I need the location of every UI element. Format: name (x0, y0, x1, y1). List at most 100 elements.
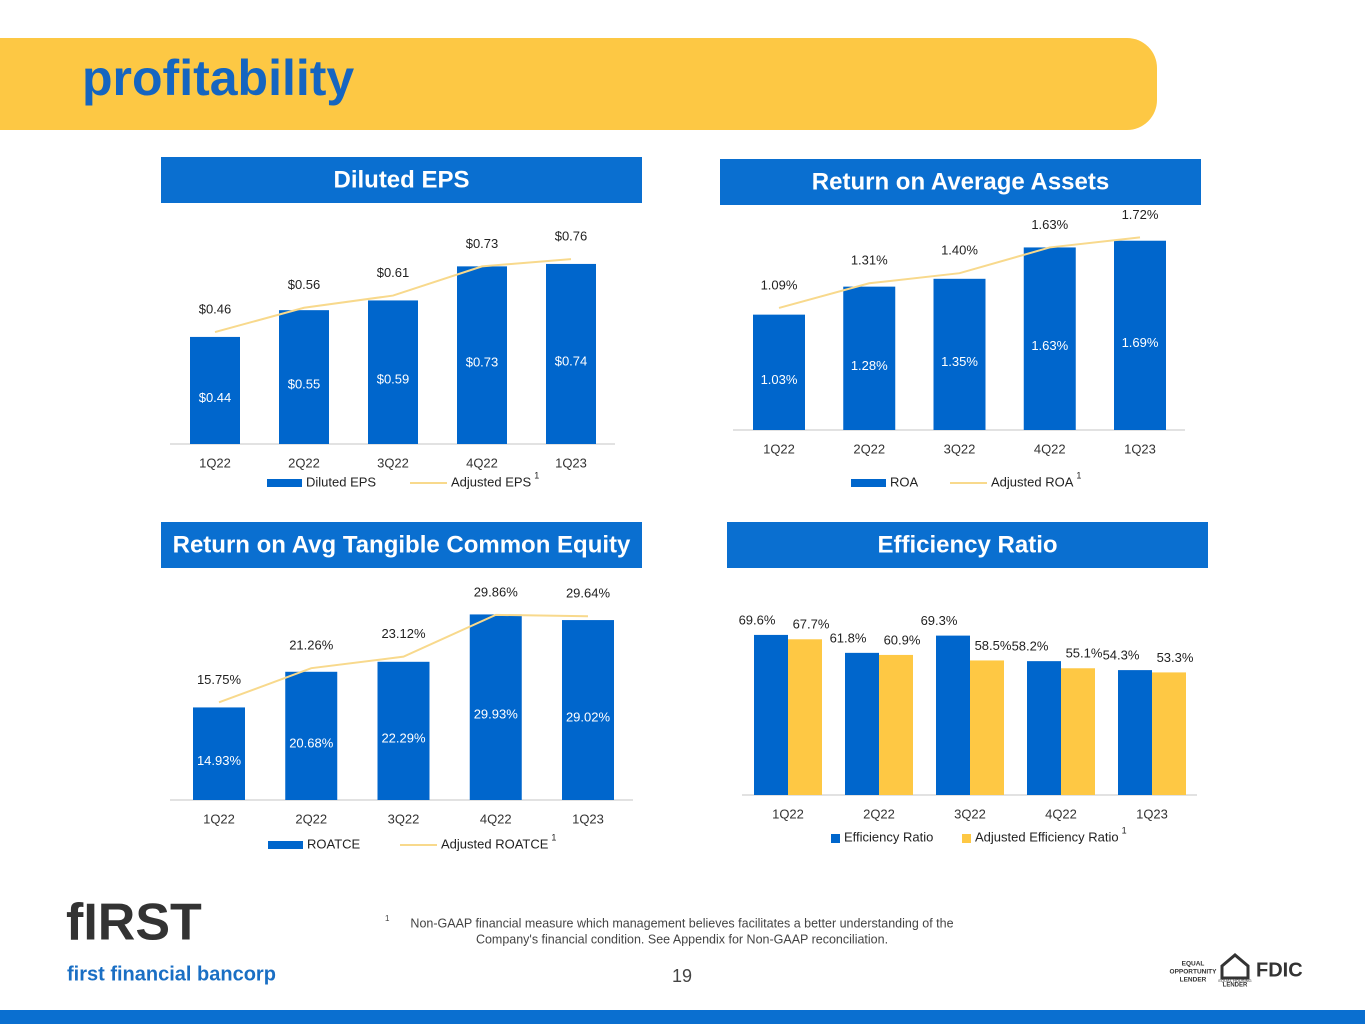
data-label: 67.7% (793, 617, 830, 632)
bar (936, 635, 970, 795)
data-label: 21.26% (289, 638, 334, 653)
x-tick-label: 1Q23 (572, 811, 604, 826)
data-label: 55.1% (1066, 646, 1103, 661)
data-label: 1.35% (941, 354, 978, 369)
bar (368, 300, 418, 444)
legend-swatch (267, 479, 302, 487)
legend-label: Diluted EPS (306, 474, 376, 489)
x-tick-label: 4Q22 (1045, 806, 1077, 821)
data-label: 29.64% (566, 586, 611, 601)
housing-icon (1220, 953, 1250, 980)
data-label: $0.46 (199, 302, 232, 317)
x-tick-label: 4Q22 (480, 811, 512, 826)
chart-banner (720, 159, 1201, 205)
data-label: 58.2% (1012, 639, 1049, 654)
bar (546, 263, 596, 444)
bar (1118, 670, 1152, 795)
page-title: profitability (82, 50, 354, 106)
legend-note: 1 (551, 832, 556, 842)
legend-label: Adjusted EPS (451, 474, 532, 489)
line (778, 236, 1141, 309)
bar (190, 336, 240, 444)
footnote-line: Company's financial condition. See Appen… (476, 932, 888, 946)
legend-swatch (831, 834, 840, 843)
x-tick-label: 1Q22 (772, 806, 804, 821)
bar (845, 652, 879, 795)
bar (562, 620, 614, 800)
chart-title: Efficiency Ratio (877, 531, 1057, 558)
bar (193, 707, 245, 800)
bar (970, 660, 1004, 795)
bar (1114, 240, 1166, 430)
x-tick-label: 1Q22 (203, 811, 235, 826)
data-label: 29.02% (566, 709, 611, 724)
logo-mark: fIRST (66, 894, 202, 952)
data-label: 29.86% (474, 584, 519, 599)
data-label: 60.9% (884, 632, 921, 647)
data-label: 14.93% (197, 753, 242, 768)
data-label: $0.59 (377, 372, 410, 387)
data-label: 20.68% (289, 735, 334, 750)
footer-band (0, 1010, 1365, 1024)
data-label: $0.55 (288, 377, 321, 392)
x-tick-label: 1Q23 (1136, 806, 1168, 821)
bar (1152, 672, 1186, 795)
badge-text: EQUAL HOUSING (1218, 978, 1251, 983)
data-label: $0.73 (466, 236, 499, 251)
data-label: 53.3% (1157, 650, 1194, 665)
data-label: 54.3% (1103, 648, 1140, 663)
legend-swatch (962, 834, 971, 843)
x-tick-label: 3Q22 (944, 441, 976, 456)
data-label: 1.28% (851, 358, 888, 373)
bar (843, 286, 896, 430)
x-tick-label: 1Q22 (763, 441, 795, 456)
legend-label: Adjusted ROA (991, 474, 1074, 489)
x-tick-label: 1Q23 (1124, 441, 1156, 456)
data-label: 58.5% (975, 638, 1012, 653)
data-label: 22.29% (381, 730, 426, 745)
chart-title: Return on Average Assets (812, 168, 1109, 195)
bar (377, 661, 430, 800)
chart-banner (727, 522, 1208, 568)
legend-note: 1 (534, 470, 539, 480)
data-label: 61.8% (830, 630, 867, 645)
data-label: $0.44 (199, 390, 232, 405)
bar (788, 639, 822, 795)
bar (933, 278, 986, 430)
x-tick-label: 3Q22 (954, 806, 986, 821)
data-label: $0.74 (555, 353, 588, 368)
chart-banner (161, 522, 642, 568)
badge-text: OPPORTUNITY (1170, 969, 1218, 976)
header-band (0, 38, 1157, 130)
x-tick-label: 3Q22 (388, 811, 420, 826)
fdic-badge: FDIC (1256, 959, 1303, 981)
chart-title: Return on Avg Tangible Common Equity (173, 531, 631, 558)
bar (457, 266, 507, 444)
legend-label: Adjusted Efficiency Ratio (975, 829, 1119, 844)
chart-title: Diluted EPS (333, 166, 469, 193)
logo-name: first financial bancorp (67, 963, 276, 985)
data-label: 29.93% (474, 707, 519, 722)
x-tick-label: 2Q22 (288, 455, 320, 470)
legend-label: ROA (890, 474, 919, 489)
bar (754, 634, 788, 795)
data-label: 69.6% (739, 612, 776, 627)
data-label: 1.72% (1122, 207, 1159, 222)
data-label: 1.03% (761, 372, 798, 387)
data-label: 1.09% (761, 277, 798, 292)
data-label: 1.40% (941, 243, 978, 258)
bar (279, 310, 329, 444)
x-tick-label: 4Q22 (1034, 441, 1066, 456)
data-label: $0.56 (288, 277, 321, 292)
badge-text: LENDER (1180, 977, 1207, 984)
data-label: $0.76 (555, 229, 588, 244)
bar (285, 671, 338, 800)
bar (1027, 661, 1061, 795)
line (214, 258, 572, 334)
legend-note: 1 (1076, 470, 1081, 480)
bar (469, 614, 522, 800)
data-label: 69.3% (921, 613, 958, 628)
data-label: 1.63% (1031, 338, 1068, 353)
data-label: $0.61 (377, 265, 410, 280)
